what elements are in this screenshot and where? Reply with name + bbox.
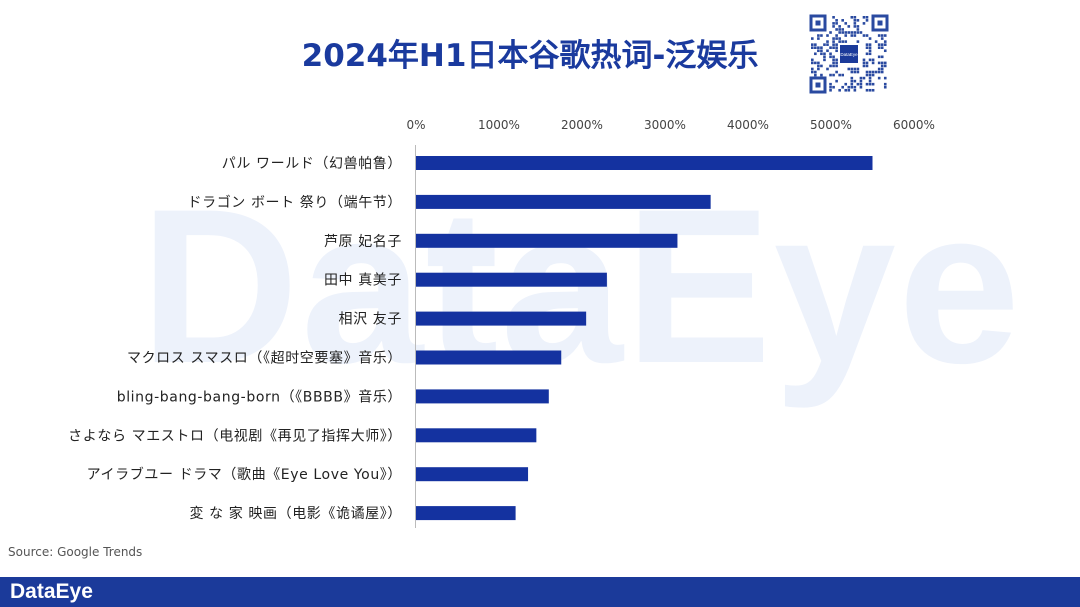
bar <box>416 311 587 326</box>
category-label: マクロス スマスロ（《超时空要塞》音乐） <box>127 350 402 367</box>
bar <box>416 428 537 443</box>
bar <box>416 467 529 482</box>
category-label: パル ワールド（幻兽帕鲁） <box>222 156 402 172</box>
x-tick-label: 5000% <box>810 118 852 132</box>
category-label: アイラブユー ドラマ（歌曲《Eye Love You》） <box>87 466 402 483</box>
category-label: ドラゴン ボート 祭り（端午节） <box>188 194 403 211</box>
qr-center-logo <box>840 45 858 63</box>
x-tick-label: 3000% <box>644 118 686 132</box>
bar <box>416 156 873 170</box>
x-tick-label: 4000% <box>727 118 769 132</box>
category-label: bling-bang-bang-born（《BBBB》音乐） <box>117 388 402 405</box>
bar <box>416 194 711 209</box>
category-label: 芦原 妃名子 <box>324 234 402 250</box>
source-note: Source: Google Trends <box>8 545 143 559</box>
bar <box>416 272 607 287</box>
qr-center-text: DataEye <box>840 52 858 57</box>
bar-chart: 0% 1000% 2000% 3000% 4000% 5000% 6000% パル ワールド（… <box>68 118 935 528</box>
category-label: 相沢 友子 <box>339 312 402 328</box>
bar <box>416 233 678 248</box>
x-tick-label: 2000% <box>561 118 603 132</box>
x-tick-label: 6000% <box>893 118 935 132</box>
category-label: 変 な 家 映画（电影《诡谲屋》） <box>189 505 402 522</box>
x-tick-label: 0% <box>406 118 425 132</box>
page-title: 2024年H1日本谷歌热词-泛娱乐 <box>301 38 759 74</box>
qr-code: DataEye <box>809 14 889 94</box>
bar <box>416 389 549 404</box>
x-tick-label: 1000% <box>478 118 520 132</box>
footer-logo: DataEye <box>10 580 93 603</box>
category-label: さよなら マエストロ（电视剧《再见了指挥大师》） <box>68 428 402 444</box>
bar <box>416 506 516 521</box>
footer-bar: DataEye <box>0 577 1080 607</box>
bar <box>416 350 562 365</box>
category-label: 田中 真美子 <box>324 273 402 289</box>
